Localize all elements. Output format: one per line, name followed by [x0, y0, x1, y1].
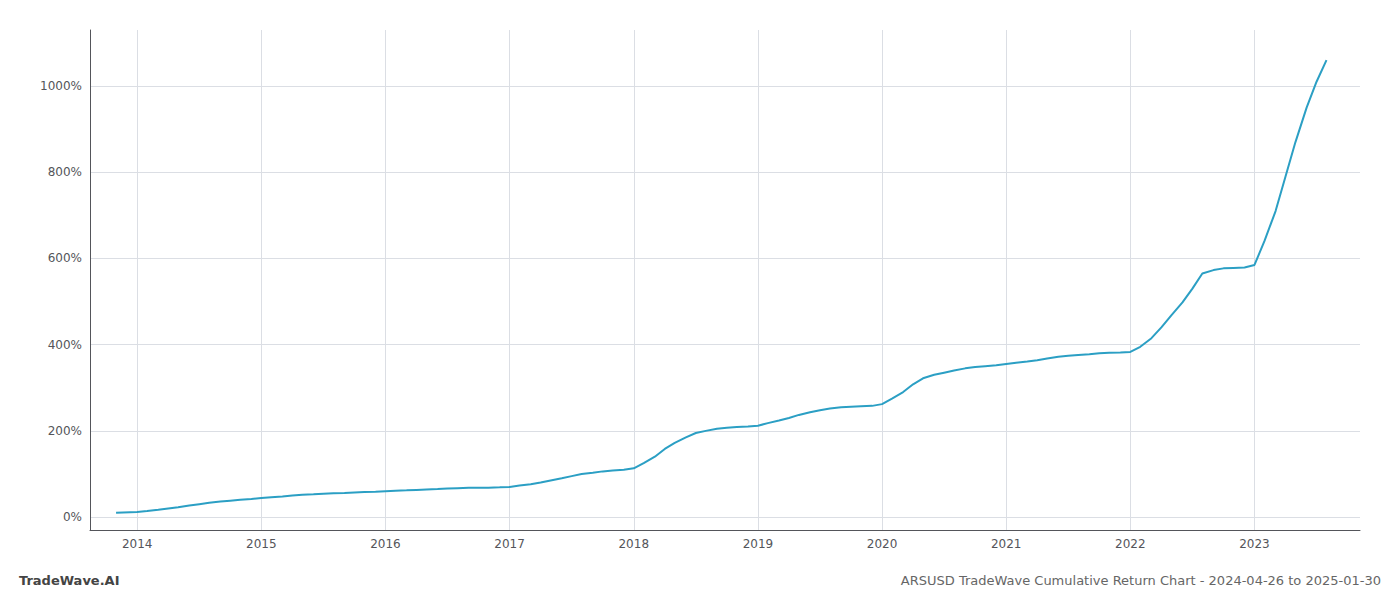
svg-text:400%: 400%: [48, 338, 82, 352]
svg-text:2021: 2021: [991, 537, 1022, 551]
svg-text:800%: 800%: [48, 165, 82, 179]
svg-text:2022: 2022: [1115, 537, 1146, 551]
svg-text:1000%: 1000%: [40, 79, 82, 93]
svg-text:200%: 200%: [48, 424, 82, 438]
svg-text:600%: 600%: [48, 251, 82, 265]
svg-text:2014: 2014: [122, 537, 153, 551]
svg-text:2020: 2020: [867, 537, 898, 551]
svg-text:TradeWave.AI: TradeWave.AI: [19, 573, 120, 588]
svg-text:2019: 2019: [743, 537, 774, 551]
svg-text:2017: 2017: [494, 537, 525, 551]
svg-text:2016: 2016: [370, 537, 401, 551]
svg-text:0%: 0%: [63, 510, 82, 524]
svg-text:2015: 2015: [246, 537, 277, 551]
svg-text:2018: 2018: [618, 537, 649, 551]
svg-text:2023: 2023: [1239, 537, 1270, 551]
svg-text:ARSUSD TradeWave Cumulative Re: ARSUSD TradeWave Cumulative Return Chart…: [901, 573, 1381, 588]
